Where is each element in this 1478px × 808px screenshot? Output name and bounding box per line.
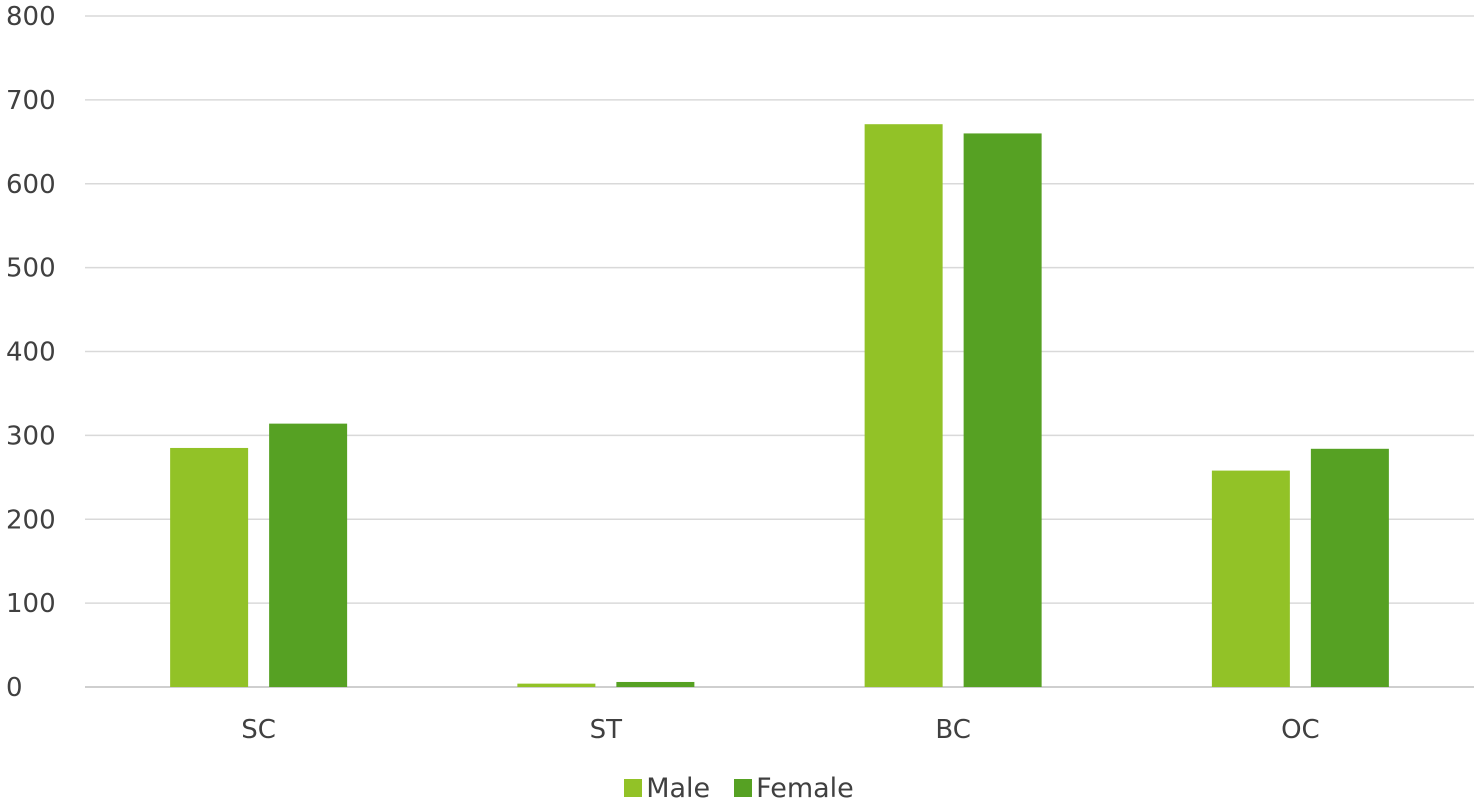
bar-female-oc bbox=[1310, 448, 1389, 687]
legend-label-female: Female bbox=[756, 772, 854, 804]
bar-male-st bbox=[517, 683, 596, 687]
bar-female-st bbox=[616, 681, 695, 687]
x-tick-label: SC bbox=[241, 715, 276, 745]
bar-male-sc bbox=[170, 447, 249, 687]
bar-male-oc bbox=[1211, 470, 1290, 687]
y-tick-label: 800 bbox=[6, 2, 56, 32]
y-tick-label: 600 bbox=[6, 170, 56, 200]
y-tick-label: 500 bbox=[6, 254, 56, 284]
x-tick-label: ST bbox=[590, 715, 623, 745]
y-tick-label: 200 bbox=[6, 505, 56, 535]
bar-female-sc bbox=[269, 423, 348, 687]
legend-swatch-male bbox=[624, 779, 643, 797]
chart-plot-area: 0 100 200 300 400 500 600 700 800 SC ST BC OC bbox=[6, 2, 1474, 745]
y-tick-label: 700 bbox=[6, 86, 56, 116]
y-tick-label: 100 bbox=[6, 589, 56, 619]
y-tick-label: 300 bbox=[6, 421, 56, 451]
x-tick-label: OC bbox=[1281, 715, 1320, 745]
chart-legend: Male Female bbox=[0, 770, 1478, 806]
legend-swatch-female bbox=[734, 779, 753, 797]
bar-female-bc bbox=[963, 133, 1042, 688]
x-tick-label: BC bbox=[935, 715, 971, 745]
bar-male-bc bbox=[864, 124, 943, 688]
legend-label-male: Male bbox=[646, 772, 711, 804]
legend-item-female: Female bbox=[734, 775, 854, 802]
legend-item-male: Male bbox=[624, 775, 710, 802]
y-tick-label: 0 bbox=[6, 673, 23, 703]
y-tick-label: 400 bbox=[6, 338, 56, 368]
